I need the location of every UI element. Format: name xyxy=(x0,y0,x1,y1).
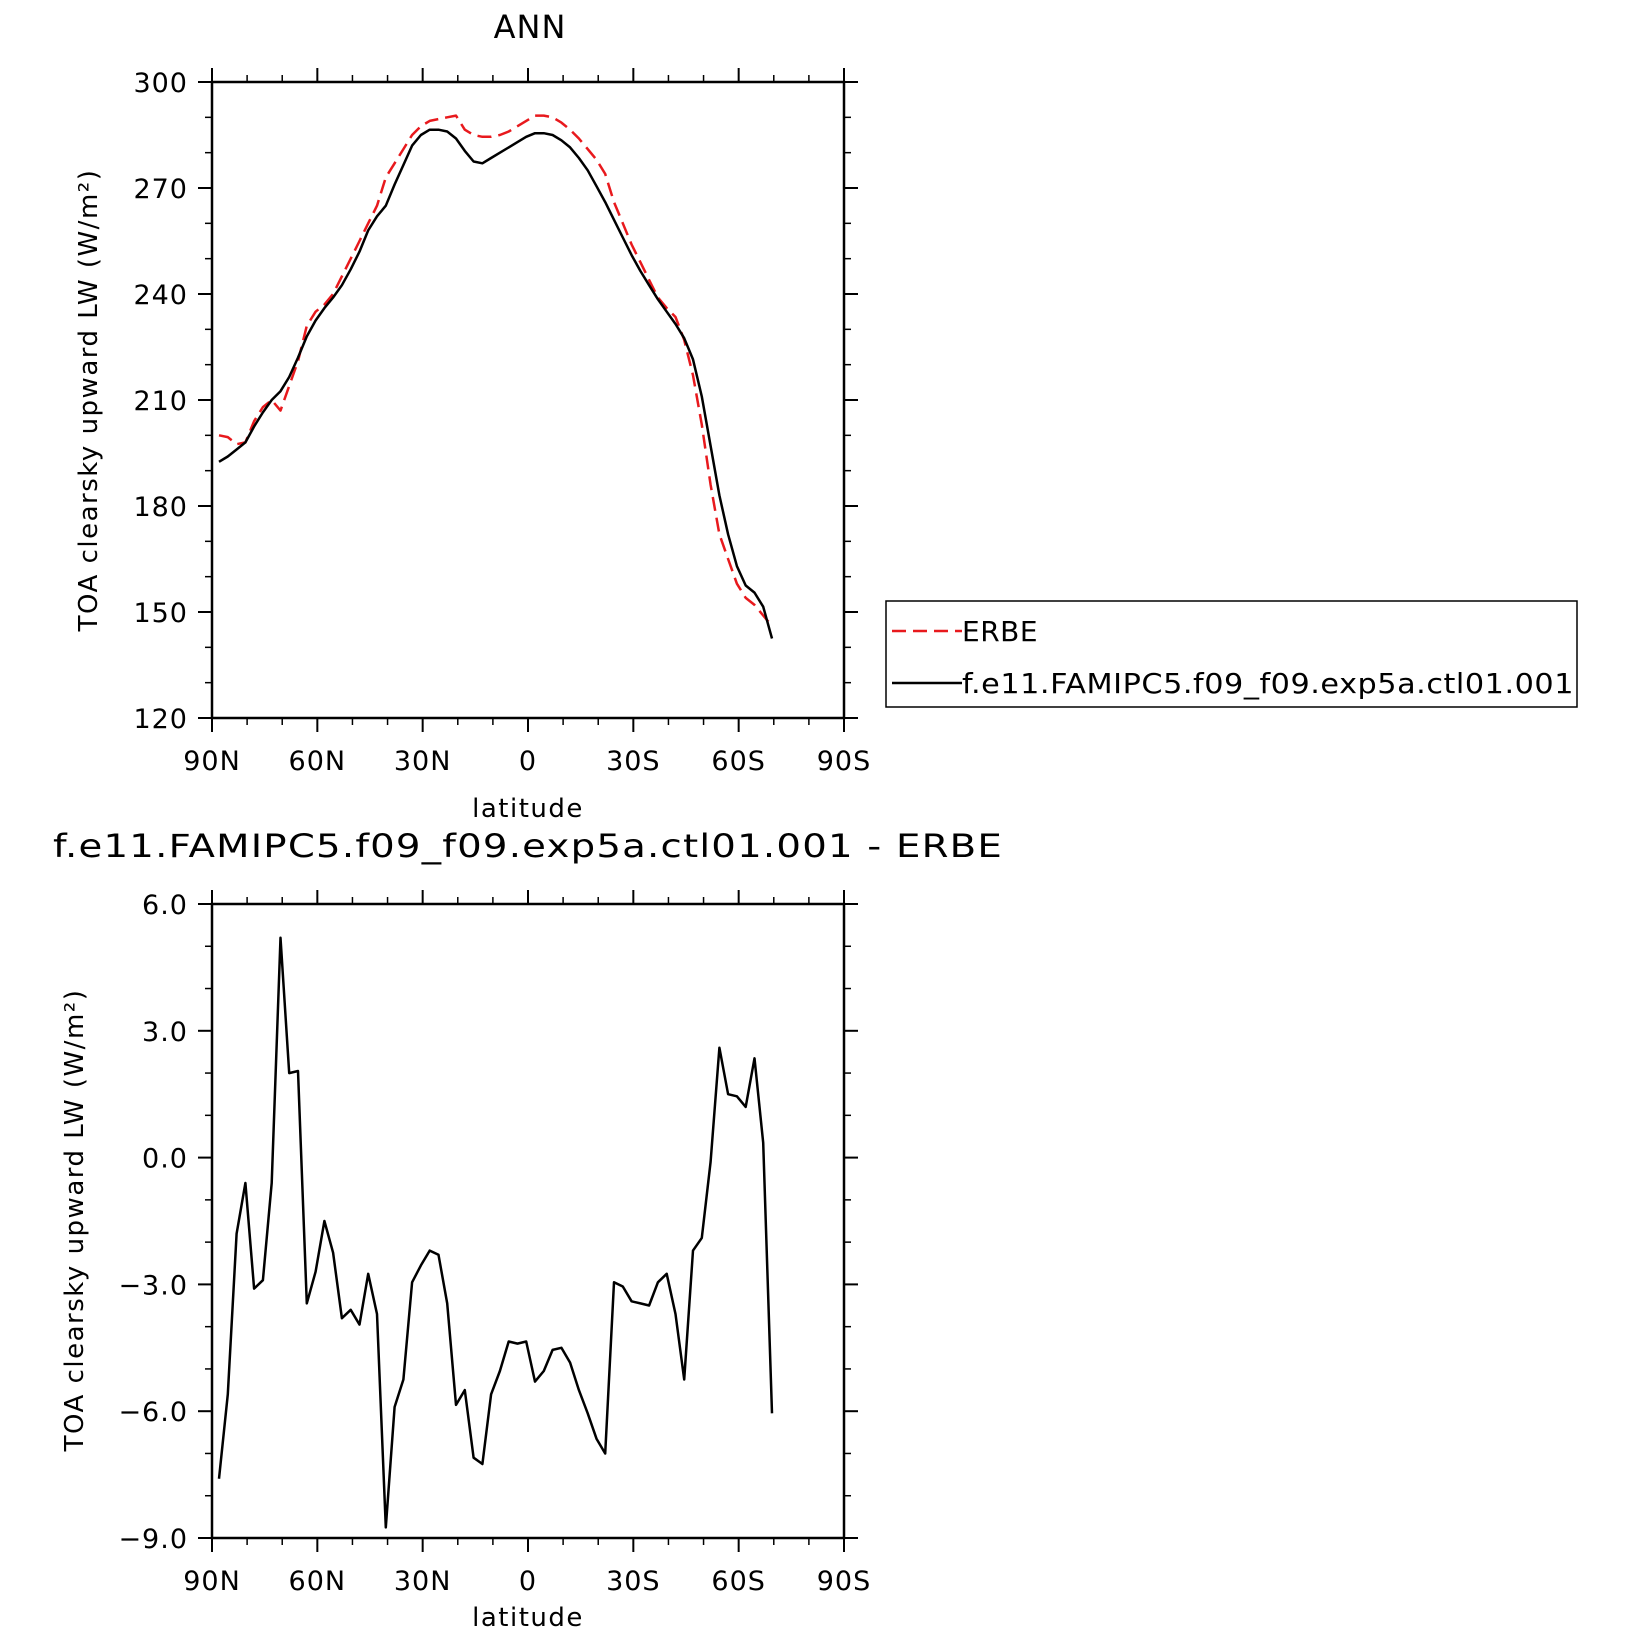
bottom-chart-axis-ticks xyxy=(198,890,858,1552)
bottom-chart-y-tick-label: 6.0 xyxy=(142,890,188,921)
top-chart-series-layer xyxy=(218,114,774,639)
bottom-chart-x-tick-label: 30N xyxy=(394,1566,452,1597)
bottom-chart-panel: f.e11.FAMIPC5.f09_f09.exp5a.ctl01.001 - … xyxy=(53,827,1003,1630)
top-chart-x-tick-label: 90N xyxy=(183,746,241,777)
top-chart-y-tick-label: 150 xyxy=(133,598,188,629)
top-chart-x-tick-label: 90S xyxy=(817,746,872,777)
bottom-chart-x-tick-label: 60S xyxy=(711,1566,766,1597)
top-chart-y-tick-label: 180 xyxy=(133,492,188,523)
bottom-chart-series-layer xyxy=(217,936,774,1529)
legend-model-label: f.e11.FAMIPC5.f09_f09.exp5a.ctl01.001 xyxy=(962,667,1574,700)
top-chart-panel: ANN 90N 60N 30N 0 30S 60S 90S 120 150 180 210 240 2… xyxy=(74,8,1578,824)
top-chart-y-tick-label: 300 xyxy=(133,68,188,99)
bottom-chart-y-tick-label: 3.0 xyxy=(142,1017,188,1048)
top-chart-series-line-erbe xyxy=(218,114,773,627)
top-chart-x-tick-label: 60S xyxy=(711,746,766,777)
bottom-chart-y-tick-label: −3.0 xyxy=(118,1270,188,1301)
top-chart-y-tick-labels: 120 150 180 210 240 270 300 xyxy=(133,68,188,735)
bottom-chart-x-tick-label: 90N xyxy=(183,1566,241,1597)
legend: ERBE f.e11.FAMIPC5.f09_f09.exp5a.ctl01.0… xyxy=(885,600,1578,708)
bottom-chart-x-tick-label: 60N xyxy=(289,1566,347,1597)
top-chart-x-tick-label: 30N xyxy=(394,746,452,777)
top-chart-x-tick-label: 60N xyxy=(289,746,347,777)
top-chart-x-tick-label: 30S xyxy=(606,746,661,777)
bottom-chart-y-tick-label: −6.0 xyxy=(118,1397,188,1428)
top-chart-y-tick-label: 210 xyxy=(133,386,188,417)
top-chart-x-tick-labels: 90N 60N 30N 0 30S 60S 90S xyxy=(183,746,872,777)
bottom-chart-title: f.e11.FAMIPC5.f09_f09.exp5a.ctl01.001 - … xyxy=(53,827,1003,865)
bottom-chart-x-tick-label: 90S xyxy=(817,1566,872,1597)
top-chart-y-axis-label: TOA clearsky upward LW (W/m²) xyxy=(74,169,104,633)
top-chart-y-tick-label: 270 xyxy=(133,174,188,205)
bottom-chart-y-axis-label: TOA clearsky upward LW (W/m²) xyxy=(60,989,90,1453)
bottom-chart-y-tick-labels: −9.0 −6.0 −3.0 0.0 3.0 6.0 xyxy=(118,890,188,1555)
legend-box xyxy=(885,600,1578,708)
top-chart-x-tick-label: 0 xyxy=(519,746,537,777)
bottom-chart-plot-frame xyxy=(210,902,846,1540)
legend-erbe-label: ERBE xyxy=(962,615,1038,648)
bottom-chart-series-line-difference xyxy=(217,936,774,1529)
bottom-chart-x-tick-label: 0 xyxy=(519,1566,537,1597)
top-chart-axis-ticks xyxy=(198,68,858,732)
top-chart-y-tick-label: 240 xyxy=(133,280,188,311)
top-chart-series-line-f xyxy=(218,128,774,639)
bottom-chart-x-axis-label: latitude xyxy=(472,1603,584,1630)
bottom-chart-x-tick-labels: 90N 60N 30N 0 30S 60S 90S xyxy=(183,1566,872,1597)
top-chart-y-tick-label: 120 xyxy=(133,704,188,735)
bottom-chart-x-tick-label: 30S xyxy=(606,1566,661,1597)
bottom-chart-y-tick-label: 0.0 xyxy=(142,1144,188,1175)
top-chart-x-axis-label: latitude xyxy=(472,794,584,824)
top-chart-plot-frame xyxy=(210,80,846,720)
bottom-chart-y-tick-label: −9.0 xyxy=(118,1524,188,1555)
top-chart-title: ANN xyxy=(494,8,567,46)
